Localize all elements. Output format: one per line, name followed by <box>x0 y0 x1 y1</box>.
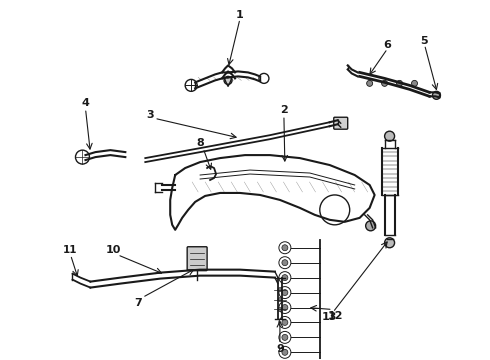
Circle shape <box>224 76 232 84</box>
Circle shape <box>433 91 441 99</box>
Circle shape <box>282 319 288 325</box>
Circle shape <box>412 80 417 86</box>
FancyBboxPatch shape <box>334 117 348 129</box>
Text: 12: 12 <box>328 311 343 321</box>
Circle shape <box>278 307 282 311</box>
Circle shape <box>282 275 288 280</box>
Circle shape <box>385 238 394 248</box>
Circle shape <box>282 245 288 251</box>
Circle shape <box>366 221 376 231</box>
Text: 5: 5 <box>421 36 428 46</box>
Circle shape <box>367 80 372 86</box>
Text: 8: 8 <box>196 138 204 148</box>
Text: 7: 7 <box>134 297 142 307</box>
Text: 11: 11 <box>63 245 78 255</box>
Text: 9: 9 <box>276 345 284 354</box>
Text: 6: 6 <box>384 40 392 50</box>
Circle shape <box>396 80 403 86</box>
Text: 10: 10 <box>106 245 121 255</box>
Circle shape <box>282 289 288 296</box>
Circle shape <box>278 288 282 292</box>
Circle shape <box>385 131 394 141</box>
Circle shape <box>382 80 388 86</box>
FancyBboxPatch shape <box>187 247 207 271</box>
Circle shape <box>282 334 288 340</box>
Circle shape <box>282 349 288 355</box>
Text: 3: 3 <box>147 110 154 120</box>
Circle shape <box>282 305 288 310</box>
Circle shape <box>282 260 288 266</box>
Circle shape <box>278 298 282 302</box>
Text: 13: 13 <box>322 312 338 323</box>
Text: 1: 1 <box>236 10 244 20</box>
Text: 2: 2 <box>280 105 288 115</box>
Text: 4: 4 <box>81 98 89 108</box>
